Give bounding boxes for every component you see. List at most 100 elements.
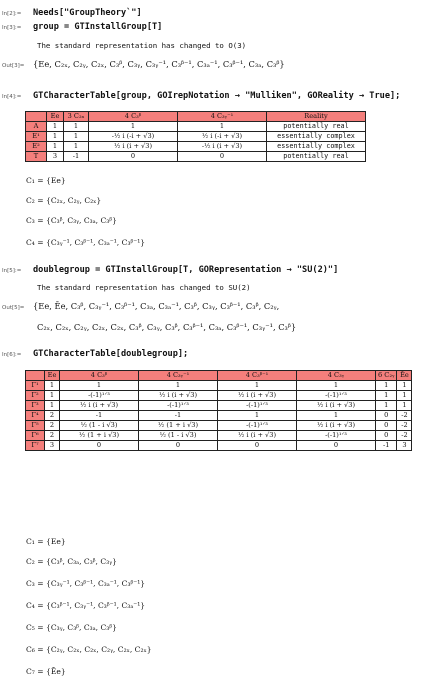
table-cell: 0 <box>374 430 398 441</box>
table-cell: 1 <box>59 380 139 391</box>
row-header: Γ² <box>25 390 45 401</box>
table-cell: potentially real <box>266 151 366 162</box>
class-line: C₂ = {C₃ᵝ, C₃ₐ, C₃ᵝ, C₃ᵧ} <box>26 557 117 566</box>
table-row: Γ² 1 -(-1)¹ᐟ³ ½ i (i + √3) ½ i (i + √3) … <box>25 390 413 401</box>
table-cell: -1 <box>59 410 139 421</box>
row-header: Γ⁶ <box>25 430 45 441</box>
table-cell: -1 <box>63 151 89 162</box>
table-cell: 1 <box>46 121 64 132</box>
table-cell: ½ (1 - i √3) <box>138 430 218 441</box>
table-cell: 1 <box>396 400 413 411</box>
table-cell: 1 <box>374 390 398 401</box>
character-table: Ee 4 C₃ᵝ 4 C₃ᵧ⁻¹ 4 C₃ᵝ⁻¹ 4 C₃ᵧ 6 C₂ᵧ Ēe … <box>25 370 413 451</box>
row-header: Γ⁵ <box>25 420 45 431</box>
row-header: Γ⁴ <box>25 410 45 421</box>
table-row: Γ⁴ 2 -1 -1 1 1 0 -2 <box>25 410 413 421</box>
class-line: C₅ = {C₃ᵧ, C₃ᵝ, C₃ₐ, C₃ᵝ} <box>26 623 117 632</box>
table-cell: ½ i (i + √3) <box>296 420 376 431</box>
column-header: 4 C₃ᵧ⁻¹ <box>138 370 218 381</box>
column-header: Reality <box>266 111 366 122</box>
row-header: T <box>25 151 47 162</box>
output-label: Out[5]= <box>2 305 25 311</box>
column-header: Ee <box>46 111 64 122</box>
print-message: The standard representation has changed … <box>37 283 251 292</box>
column-header: Ee <box>44 370 60 381</box>
table-cell: ½ (1 - i √3) <box>59 420 139 431</box>
row-header: Γ³ <box>25 400 45 411</box>
table-cell: 1 <box>374 380 398 391</box>
table-cell: ½ (1 + i √3) <box>138 420 218 431</box>
input-label: In[3]:= <box>2 25 22 31</box>
table-cell: 1 <box>63 141 89 152</box>
input-cell[interactable]: doublegroup = GTInstallGroup[T, GORepres… <box>33 265 339 275</box>
table-cell: 3 <box>44 440 60 451</box>
table-cell: 0 <box>138 440 218 451</box>
table-cell: 1 <box>296 410 376 421</box>
class-line: C₄ = {C₃ᵧ⁻¹, C₃ᵝ⁻¹, C₃ₐ⁻¹, C₃ᵝ⁻¹} <box>26 238 146 247</box>
print-message: The standard representation has changed … <box>37 41 247 50</box>
output-cell: {Ee, Ēe, C₃ᵝ, C₃ᵧ⁻¹, C₃ᵝ⁻¹, C₃ₐ, C₃ₐ⁻¹, … <box>33 301 280 311</box>
input-label: In[6]:= <box>2 352 22 358</box>
class-line: C₃ = {C₃ᵝ, C₃ᵧ, C₃ₐ, C₃ᵝ} <box>26 216 117 225</box>
table-cell: ½ i (i + √3) <box>88 141 178 152</box>
table-cell: potentially real <box>266 121 366 132</box>
table-cell: -2 <box>396 420 413 431</box>
input-cell[interactable]: Needs["GroupTheory`"] <box>33 8 142 18</box>
table-cell: 1 <box>46 141 64 152</box>
table-cell: 1 <box>217 380 297 391</box>
table-cell: 1 <box>374 400 398 411</box>
table-cell: ½ i (i + √3) <box>217 390 297 401</box>
table-cell: -2 <box>396 430 413 441</box>
row-header: Γ⁷ <box>25 440 45 451</box>
output-cell-continued: C₂ₓ, C₂ₓ, C₂ᵧ, C₂ₓ, C₂ₓ, C₃ᵝ, C₃ᵧ, C₃ᵝ, … <box>37 322 297 332</box>
table-cell: -(-1)¹ᐟ³ <box>217 400 297 411</box>
table-cell: -(-1)¹ᐟ³ <box>138 400 218 411</box>
table-cell: 1 <box>396 380 413 391</box>
table-cell: ½ i (i + √3) <box>217 430 297 441</box>
table-cell: 0 <box>217 440 297 451</box>
table-row: E¹ 1 1 -½ i (-i + √3) ½ i (-i + √3) esse… <box>25 131 366 142</box>
input-cell[interactable]: GTCharacterTable[doublegroup]; <box>33 349 189 359</box>
table-cell: 2 <box>44 410 60 421</box>
table-cell: 0 <box>177 151 267 162</box>
table-cell: ½ i (i + √3) <box>296 400 376 411</box>
table-row: A 1 1 1 1 potentially real <box>25 121 366 132</box>
table-cell: 1 <box>296 380 376 391</box>
class-line: C₇ = {Ēe} <box>26 667 66 676</box>
table-cell: 1 <box>44 400 60 411</box>
table-cell: 3 <box>396 440 413 451</box>
row-header: A <box>25 121 47 132</box>
table-cell: 1 <box>44 390 60 401</box>
table-cell: 1 <box>63 121 89 132</box>
table-cell: essentially complex <box>266 131 366 142</box>
table-cell: 1 <box>88 121 178 132</box>
table-header-row: Ee 3 C₂ₓ 4 C₃ᵝ 4 C₃ᵧ⁻¹ Reality <box>25 111 366 122</box>
table-cell: -½ i (-i + √3) <box>88 131 178 142</box>
table-row: Γ⁷ 3 0 0 0 0 -1 3 <box>25 440 413 451</box>
table-cell: 1 <box>63 131 89 142</box>
row-header: Γ¹ <box>25 380 45 391</box>
table-row: Γ³ 1 ½ i (i + √3) -(-1)¹ᐟ³ -(-1)¹ᐟ³ ½ i … <box>25 400 413 411</box>
table-cell: 1 <box>396 390 413 401</box>
table-row: Γ⁵ 2 ½ (1 - i √3) ½ (1 + i √3) -(-1)¹ᐟ³ … <box>25 420 413 431</box>
table-row: T 3 -1 0 0 potentially real <box>25 151 366 162</box>
table-cell: 0 <box>374 420 398 431</box>
input-cell[interactable]: GTCharacterTable[group, GOIrepNotation →… <box>33 91 401 101</box>
character-table: Ee 3 C₂ₓ 4 C₃ᵝ 4 C₃ᵧ⁻¹ Reality A 1 1 1 1… <box>25 111 366 162</box>
table-corner <box>25 111 47 122</box>
column-header: 4 C₃ᵧ⁻¹ <box>177 111 267 122</box>
column-header: 4 C₃ᵝ <box>59 370 139 381</box>
class-line: C₁ = {Ee} <box>26 537 66 546</box>
table-cell: 3 <box>46 151 64 162</box>
table-cell: essentially complex <box>266 141 366 152</box>
column-header: 6 C₂ᵧ <box>374 370 398 381</box>
class-line: C₆ = {C₂ᵧ, C₂ₓ, C₂ₓ, C₂ᵧ, C₂ₓ, C₂ₓ} <box>26 645 152 654</box>
input-cell[interactable]: group = GTInstallGroup[T] <box>33 22 163 32</box>
column-header: 4 C₃ᵝ <box>88 111 178 122</box>
table-cell: -(-1)¹ᐟ³ <box>217 420 297 431</box>
table-cell: -2 <box>396 410 413 421</box>
table-cell: ½ (1 + i √3) <box>59 430 139 441</box>
table-cell: 2 <box>44 430 60 441</box>
class-line: C₃ = {C₃ᵧ⁻¹, C₃ᵝ⁻¹, C₃ₐ⁻¹, C₃ᵝ⁻¹} <box>26 579 146 588</box>
table-cell: 1 <box>44 380 60 391</box>
